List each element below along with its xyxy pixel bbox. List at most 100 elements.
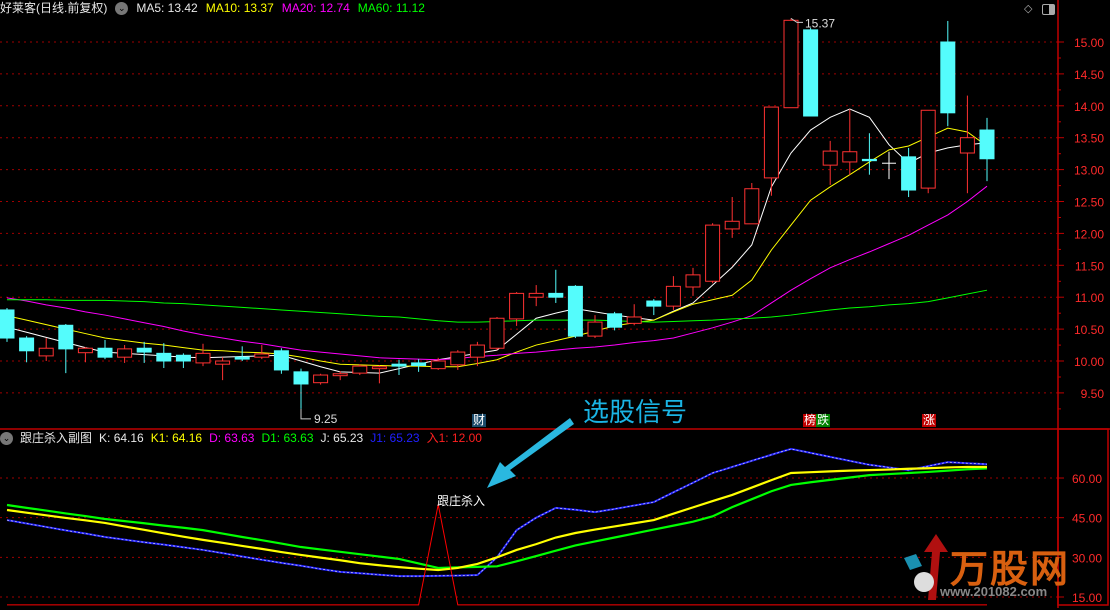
candle[interactable] — [548, 269, 564, 303]
candle[interactable] — [175, 353, 191, 369]
candle-body — [254, 353, 270, 358]
candle[interactable] — [861, 133, 877, 175]
candle[interactable] — [901, 147, 917, 198]
ma5-value: MA5: 13.42 — [136, 1, 198, 15]
candle[interactable] — [38, 338, 54, 361]
candle[interactable] — [254, 345, 270, 360]
candle-body — [97, 347, 113, 358]
candle[interactable] — [117, 345, 133, 363]
diamond-icon[interactable]: ◇ — [1024, 3, 1033, 15]
price-tick-label: 9.50 — [1081, 387, 1105, 401]
panel-toggle-icon[interactable] — [1041, 3, 1055, 15]
candle-body — [411, 362, 427, 366]
price-tick-label: 11.50 — [1075, 259, 1104, 273]
candle[interactable] — [979, 117, 995, 182]
marker-zhang[interactable]: 涨 — [922, 413, 937, 427]
candle-body — [19, 337, 35, 352]
candle-body — [940, 41, 956, 114]
ma20-value: MA20: 12.74 — [281, 1, 350, 15]
candle-body — [822, 150, 838, 166]
candle[interactable] — [842, 108, 858, 175]
candle-body — [607, 313, 623, 328]
candle[interactable] — [920, 109, 936, 194]
candle[interactable] — [646, 299, 662, 316]
candle[interactable] — [822, 140, 838, 185]
candle[interactable] — [882, 151, 896, 180]
candle[interactable] — [313, 373, 329, 385]
marker-bang[interactable]: 榜 — [803, 413, 818, 427]
candle[interactable] — [19, 336, 35, 363]
candle[interactable] — [371, 365, 387, 384]
candle-body — [803, 29, 819, 117]
marker-cai[interactable]: 财 — [472, 413, 487, 427]
candle-body — [352, 365, 368, 374]
chevron-down-icon[interactable]: ⌄ — [0, 431, 13, 445]
candle[interactable] — [215, 357, 231, 381]
top-right-tools: ◇ — [1024, 2, 1055, 15]
price-tick-label: 13.00 — [1074, 164, 1104, 178]
candle[interactable] — [587, 315, 603, 339]
candle[interactable] — [489, 316, 505, 351]
candle[interactable] — [509, 292, 525, 326]
candle-body — [313, 374, 329, 384]
candle-body — [920, 109, 936, 189]
ma60-value: MA60: 11.12 — [357, 1, 425, 15]
kill-label: 跟庄杀入 — [437, 494, 486, 508]
candle[interactable] — [940, 20, 956, 127]
candle[interactable] — [959, 95, 975, 194]
candle[interactable] — [293, 368, 309, 409]
candle-body — [371, 366, 387, 370]
candle[interactable] — [58, 323, 74, 374]
candle[interactable] — [273, 348, 289, 374]
candle[interactable] — [97, 339, 113, 360]
annotations: 9.25 15.37 — [300, 16, 835, 488]
candle[interactable] — [607, 311, 623, 331]
candle[interactable] — [744, 182, 760, 225]
candle[interactable] — [783, 18, 799, 109]
candle[interactable] — [567, 285, 583, 339]
candle[interactable] — [332, 371, 348, 381]
indicator-tick-label: 15.00 — [1072, 591, 1102, 605]
candle[interactable] — [136, 341, 152, 363]
candle[interactable] — [626, 304, 642, 326]
candle[interactable] — [0, 308, 15, 342]
candle[interactable] — [234, 346, 250, 361]
line-入1 — [7, 504, 987, 606]
candle[interactable] — [803, 27, 819, 117]
candle[interactable] — [411, 359, 427, 372]
candle[interactable] — [450, 350, 466, 370]
candle-body — [273, 350, 289, 371]
candle[interactable] — [391, 359, 407, 376]
candle-body — [685, 274, 701, 288]
candle[interactable] — [763, 106, 779, 196]
price-tick-label: 15.00 — [1074, 36, 1104, 50]
candle-body — [77, 347, 93, 354]
candle[interactable] — [705, 223, 721, 284]
candle[interactable] — [724, 197, 740, 238]
candle-body — [705, 224, 721, 282]
marker-die[interactable]: 跌 — [816, 413, 831, 427]
candle[interactable] — [685, 267, 701, 296]
indicator-tick-label: 60.00 — [1072, 472, 1102, 486]
logo: 万股网 www.201082.com — [900, 530, 1090, 605]
candle-body — [744, 188, 760, 225]
candle[interactable] — [195, 343, 211, 367]
candle[interactable] — [469, 341, 485, 367]
candle-body — [234, 356, 250, 360]
candle[interactable] — [77, 346, 93, 363]
price-tick-label: 13.50 — [1074, 132, 1104, 146]
chevron-down-icon[interactable]: ⌄ — [115, 1, 129, 15]
candle-body — [528, 292, 544, 298]
candle[interactable] — [430, 357, 446, 370]
candle[interactable] — [156, 343, 172, 369]
candle[interactable] — [352, 364, 368, 376]
price-tick-label: 12.00 — [1074, 227, 1104, 241]
candles[interactable] — [0, 18, 995, 409]
candle-body — [763, 106, 779, 179]
candle-body — [136, 347, 152, 353]
candle[interactable] — [665, 276, 681, 310]
candle[interactable] — [528, 285, 544, 307]
candle-body — [665, 285, 681, 307]
